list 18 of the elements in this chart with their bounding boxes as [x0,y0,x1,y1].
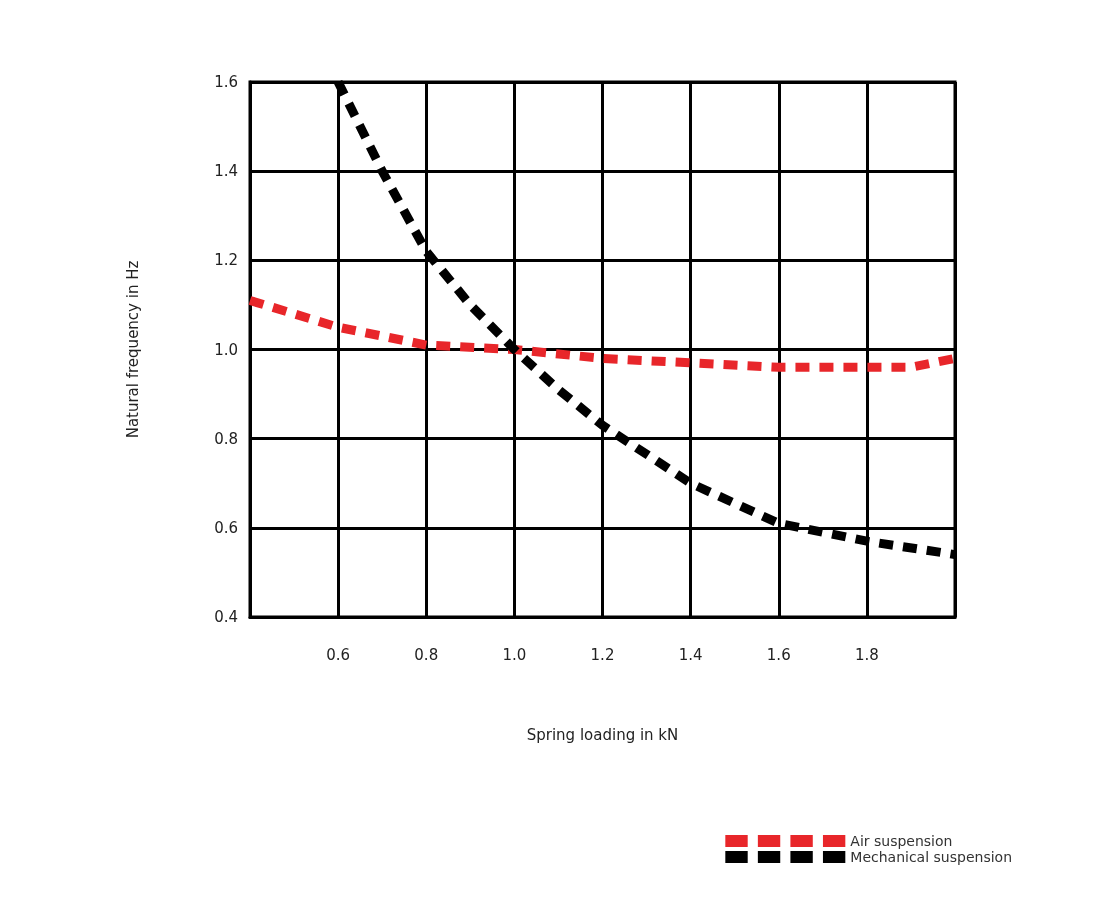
y-tick-label: 1.2 [214,251,238,270]
x-tick-label: 1.8 [854,645,879,664]
y-tick-label: 0.6 [214,518,238,537]
y-tick-label: 0.8 [214,429,238,448]
y-axis-title: Natural frequency in Hz [123,260,142,439]
x-tick-label: 0.8 [414,645,439,664]
x-tick-label: 1.2 [590,645,615,664]
x-tick-label: 1.0 [502,645,527,664]
legend-label: Air suspension [850,833,953,849]
x-tick-label: 1.6 [766,645,791,664]
x-tick-label: 1.4 [678,645,703,664]
y-tick-label: 1.4 [214,162,238,181]
x-tick-label: 0.6 [326,645,351,664]
y-tick-label: 1.6 [214,73,238,91]
legend-label: Mechanical suspension [850,849,1013,865]
y-tick-label: 0.4 [214,608,238,626]
y-tick-label: 1.0 [214,340,238,359]
x-axis-title: Spring loading in kN [526,725,679,744]
